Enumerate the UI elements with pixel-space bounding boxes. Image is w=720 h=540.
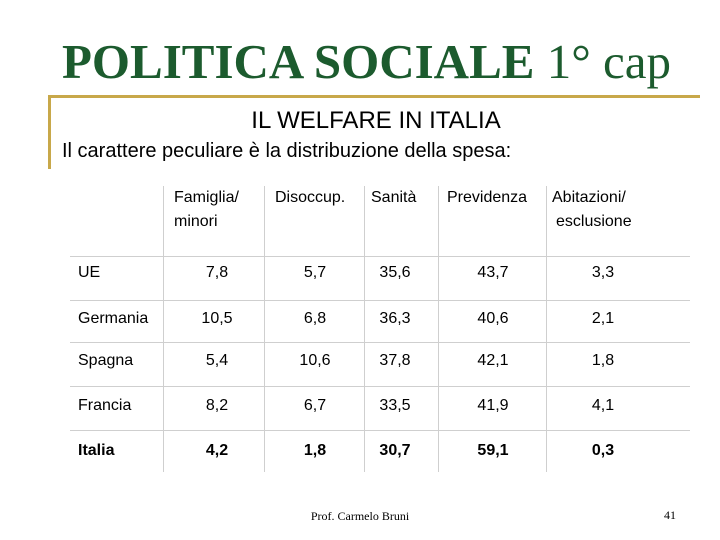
slide-title-suffix: 1° cap: [546, 34, 672, 89]
header-sanita: Sanità: [371, 186, 416, 210]
table-divider: [546, 186, 547, 472]
table-row-divider: [70, 342, 690, 343]
row-label-francia: Francia: [78, 397, 132, 414]
table-cell: 35,6: [379, 264, 411, 281]
header-line: Sanità: [371, 189, 417, 206]
slide-subtitle: IL WELFARE IN ITALIA: [251, 107, 501, 134]
slide-title-main: POLITICA SOCIALE: [62, 34, 535, 89]
table-cell: 59,1: [477, 442, 509, 459]
table-cell: 10,6: [299, 352, 331, 369]
table-row-divider: [70, 256, 690, 257]
table-cell: 6,8: [303, 310, 327, 327]
footer-author: Prof. Carmelo Bruni: [310, 509, 410, 523]
table-divider: [438, 186, 439, 472]
header-famiglia: Famiglia/minori: [174, 186, 239, 234]
table-cell: 33,5: [379, 397, 411, 414]
header-previdenza: Previdenza: [447, 186, 527, 210]
table-row-divider: [70, 430, 690, 431]
row-label-spagna: Spagna: [78, 352, 134, 369]
table-cell: 40,6: [477, 310, 509, 327]
table-cell: 5,7: [303, 264, 327, 281]
table-cell: 8,2: [205, 397, 229, 414]
header-line: Disoccup.: [275, 189, 346, 206]
title-side-rule: [48, 95, 51, 169]
table-cell: 36,3: [379, 310, 411, 327]
table-cell: 2,1: [591, 310, 615, 327]
table-cell: 4,2: [205, 442, 229, 459]
table-cell: 41,9: [477, 397, 509, 414]
row-label-italia: Italia: [78, 442, 115, 459]
table-cell: 10,5: [201, 310, 233, 327]
header-disoccup: Disoccup.: [275, 186, 345, 210]
table-divider: [163, 186, 164, 472]
row-label-germania: Germania: [78, 310, 149, 327]
table-row-divider: [70, 386, 690, 387]
header-line: Famiglia/: [174, 189, 239, 206]
table-cell: 0,3: [591, 442, 615, 459]
header-line: minori: [174, 213, 218, 230]
table-row-divider: [70, 300, 690, 301]
table-cell: 5,4: [205, 352, 229, 369]
header-line: esclusione: [556, 213, 632, 230]
table-cell: 43,7: [477, 264, 509, 281]
table-cell: 3,3: [591, 264, 615, 281]
header-line: Abitazioni/: [552, 189, 626, 206]
table-cell: 6,7: [303, 397, 327, 414]
title-underline: [48, 95, 700, 98]
table-divider: [264, 186, 265, 472]
table-cell: 42,1: [477, 352, 509, 369]
table-cell: 1,8: [591, 352, 615, 369]
table-divider: [364, 186, 365, 472]
table-cell: 1,8: [303, 442, 327, 459]
header-abitazioni: Abitazioni/esclusione: [552, 186, 632, 234]
header-line: Previdenza: [447, 189, 528, 206]
table-cell: 37,8: [379, 352, 411, 369]
table-cell: 4,1: [591, 397, 615, 414]
intro-text: Il carattere peculiare è la distribuzion…: [62, 140, 512, 162]
row-label-ue: UE: [78, 264, 101, 281]
table-cell: 7,8: [205, 264, 229, 281]
page-number: 41: [664, 508, 676, 522]
slide-title: POLITICA SOCIALE 1° cap: [62, 34, 671, 90]
table-cell: 30,7: [379, 442, 411, 459]
